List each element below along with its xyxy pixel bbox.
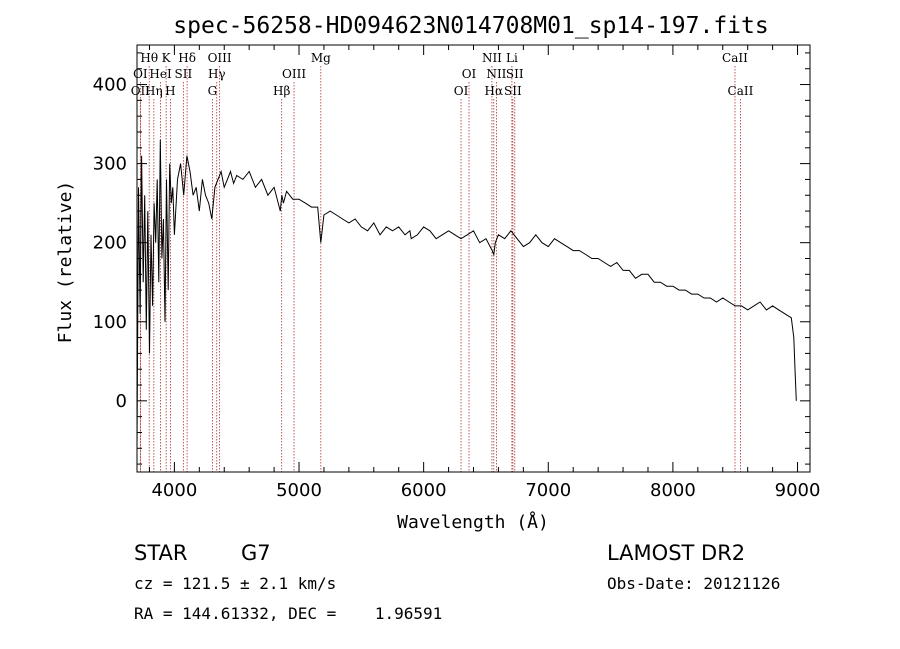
observation-date: Obs-Date: 20121126 [607, 574, 780, 593]
plot-frame [136, 44, 811, 473]
chart-title: spec-56258-HD094623N014708M01_sp14-197.f… [173, 13, 768, 39]
survey-name: LAMOST DR2 [607, 541, 745, 565]
spectral-line-label: OIII [208, 51, 232, 65]
spectral-line-label: OI [462, 67, 477, 81]
spectral-line-label: HeI [149, 67, 172, 81]
x-tick-label: 9000 [775, 480, 821, 501]
spectral-line-label: CaII [722, 51, 748, 65]
spectral-line-label: K [162, 51, 172, 65]
spectral-line-label: G [208, 84, 218, 98]
spectrum-layer [136, 139, 797, 449]
x-tick-label: 7000 [525, 480, 571, 501]
x-tick-label: 8000 [650, 480, 696, 501]
x-tick-label: 5000 [276, 480, 322, 501]
spectral-line-label: NII [486, 67, 506, 81]
y-tick-label: 300 [93, 154, 127, 175]
x-axis-label: Wavelength (Å) [397, 511, 549, 533]
spectral-line-label: Hβ [273, 84, 290, 98]
y-axis-label: Flux (relative) [55, 181, 76, 344]
spectral-line-label: OIII [282, 67, 306, 81]
spectral-line-label: Hα [485, 84, 504, 98]
spectral-line-label: SII [175, 67, 193, 81]
redshift-value: cz = 121.5 ± 2.1 km/s [134, 574, 336, 593]
spectral-line-label: SII [504, 84, 522, 98]
spectrum-line [136, 139, 797, 449]
x-tick-label: 4000 [151, 480, 197, 501]
axis-ticks: 4000 5000 6000 7000 8000 9000 0 100 200 300 400 [93, 45, 821, 501]
spectral-line-label: OII [131, 84, 151, 98]
x-tick-label: 6000 [401, 480, 447, 501]
coordinates: RA = 144.61332, DEC = 1.96591 [134, 604, 442, 623]
y-tick-label: 100 [93, 312, 127, 333]
spectral-line-label: NII [482, 51, 502, 65]
object-subclass: G7 [241, 541, 271, 565]
object-type: STAR [134, 541, 187, 565]
spectral-line-label: Hδ [178, 51, 196, 65]
spectral-line-label: OI [454, 84, 469, 98]
spectral-line-label: Hγ [208, 67, 226, 81]
y-tick-label: 200 [93, 233, 127, 254]
spectral-line-label: Li [506, 51, 518, 65]
y-tick-label: 0 [116, 391, 127, 412]
spectral-line-label: CaII [728, 84, 754, 98]
spectral-line-label: Hη [145, 84, 163, 98]
spectral-line-label: SII [506, 67, 524, 81]
spectral-line-label: H [165, 84, 175, 98]
spectral-line-label: Hθ [140, 51, 158, 65]
spectral-line-label: Mg [311, 51, 331, 65]
y-tick-label: 400 [93, 75, 127, 96]
